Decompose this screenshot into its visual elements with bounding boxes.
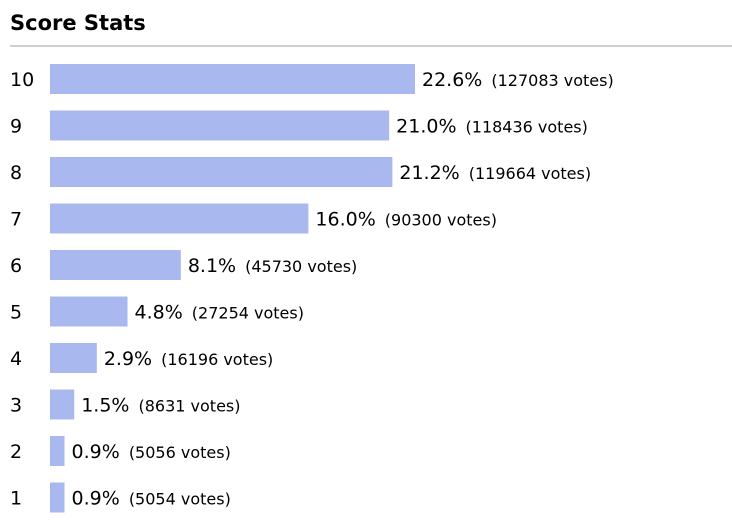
- percent-label: 21.2%: [399, 162, 459, 184]
- percent-label: 22.6%: [422, 69, 482, 91]
- score-row-5: 5 4.8% (27254 votes): [10, 296, 304, 327]
- percent-label: 16.0%: [315, 209, 375, 231]
- score-category-label: 1: [10, 488, 22, 510]
- vote-count-label: (8631 votes): [139, 397, 241, 416]
- score-row-3: 3 1.5% (8631 votes): [10, 389, 241, 420]
- percent-label: 0.9%: [72, 441, 120, 463]
- score-category-label: 2: [10, 441, 22, 463]
- vote-count-label: (5054 votes): [129, 490, 231, 509]
- vote-count-label: (90300 votes): [385, 211, 497, 230]
- score-category-label: 6: [10, 255, 22, 277]
- vote-count-label: (127083 votes): [491, 71, 613, 90]
- score-category-label: 8: [10, 162, 22, 184]
- score-bar: [50, 250, 181, 280]
- score-row-2: 2 0.9% (5056 votes): [10, 436, 231, 466]
- score-category-label: 7: [10, 209, 22, 231]
- score-bar: [50, 203, 309, 234]
- vote-count-label: (118436 votes): [466, 118, 588, 137]
- score-row-7: 7 16.0% (90300 votes): [10, 203, 497, 234]
- vote-count-label: (27254 votes): [192, 304, 304, 323]
- percent-label: 21.0%: [396, 116, 456, 138]
- vote-count-label: (119664 votes): [469, 164, 591, 183]
- score-category-label: 3: [10, 395, 22, 417]
- vote-count-label: (45730 votes): [245, 257, 357, 276]
- percent-label: 8.1%: [188, 255, 236, 277]
- score-bar: [50, 296, 128, 327]
- percent-label: 2.9%: [104, 348, 152, 370]
- percent-label: 1.5%: [81, 395, 129, 417]
- percent-label: 0.9%: [72, 488, 120, 510]
- score-bar: [50, 482, 65, 513]
- score-row-10: 10 22.6% (127083 votes): [10, 64, 614, 94]
- score-bar: [50, 110, 390, 141]
- header-divider: [10, 45, 732, 47]
- score-category-label: 9: [10, 116, 22, 138]
- score-bar: [50, 343, 97, 373]
- score-category-label: 5: [10, 302, 22, 324]
- vote-count-label: (5056 votes): [129, 443, 231, 462]
- score-bar: [50, 64, 415, 94]
- score-stats-title: Score Stats: [10, 11, 146, 35]
- score-row-9: 9 21.0% (118436 votes): [10, 110, 588, 141]
- score-bar: [50, 389, 75, 420]
- score-row-1: 1 0.9% (5054 votes): [10, 482, 231, 513]
- score-bar: [50, 157, 393, 187]
- score-row-6: 6 8.1% (45730 votes): [10, 250, 357, 280]
- score-row-8: 8 21.2% (119664 votes): [10, 157, 591, 187]
- score-category-label: 10: [10, 69, 34, 91]
- score-row-4: 4 2.9% (16196 votes): [10, 343, 273, 373]
- vote-count-label: (16196 votes): [161, 350, 273, 369]
- score-category-label: 4: [10, 348, 22, 370]
- score-bar: [50, 436, 65, 466]
- percent-label: 4.8%: [135, 302, 183, 324]
